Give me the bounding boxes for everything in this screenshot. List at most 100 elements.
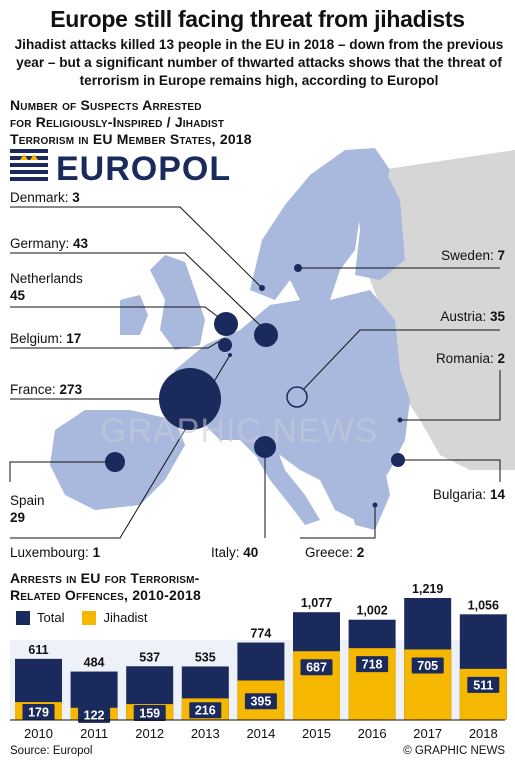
circle-sweden — [294, 264, 302, 272]
europol-logo: EUROPOL — [10, 145, 270, 190]
badge-jihadist-2010 — [22, 704, 55, 721]
label-jihadist-2012: 159 — [139, 707, 160, 721]
tick-label-2015: 2015 — [302, 726, 331, 741]
label-jihadist-2014: 395 — [250, 695, 271, 709]
source-note: Source: Europol — [10, 745, 93, 757]
leader-bulgaria — [400, 459, 501, 482]
label-total-2010: 611 — [28, 643, 48, 657]
label-jihadist-2018: 511 — [473, 678, 493, 692]
label-sweden: Sweden: 7 — [441, 248, 505, 263]
chart-title: Arrests in EU for Terrorism- Related Off… — [10, 570, 290, 604]
label-spain: Spain 29 — [10, 493, 45, 525]
leader-romania — [400, 370, 501, 421]
watermark: GRAPHIC NEWS — [100, 412, 379, 450]
label-romania: Romania: 2 — [435, 351, 505, 366]
label-total-2018: 1,056 — [468, 598, 499, 612]
europe-map — [50, 148, 515, 530]
map-title-line-1: Number of Suspects Arrested — [10, 97, 202, 113]
legend-swatch-total — [16, 610, 30, 625]
map-title-line-3: Terrorism in EU Member States, 2018 — [10, 131, 252, 147]
label-italy: Italy: 40 — [211, 545, 259, 560]
badge-jihadist-2011 — [78, 706, 111, 723]
circle-spain — [105, 452, 125, 472]
label-total-2012: 537 — [139, 650, 160, 664]
label-greece: Greece: 2 — [305, 545, 365, 560]
label-germany: Germany: 43 — [10, 236, 89, 251]
credit-note: © GRAPHIC NEWS — [403, 745, 505, 757]
label-jihadist-2015: 687 — [306, 661, 327, 675]
bar-jihadist-2018 — [459, 668, 507, 720]
circle-belgium — [218, 338, 232, 352]
label-luxembourg: Luxembourg: 1 — [10, 545, 101, 560]
tick-label-2017: 2017 — [413, 726, 442, 741]
tick-label-2014: 2014 — [246, 726, 275, 741]
circle-greece — [372, 502, 378, 508]
map-land-finland — [355, 170, 405, 280]
badge-jihadist-2012 — [133, 705, 166, 722]
label-denmark: Denmark: 3 — [10, 190, 80, 205]
label-netherlands: Netherlands 45 — [10, 271, 83, 303]
label-total-2017: 1,219 — [412, 582, 443, 596]
leader-spain — [9, 461, 115, 482]
circle-romania — [397, 417, 403, 423]
badge-jihadist-2016 — [356, 656, 389, 673]
arrests-bar-chart: 611 179 2010 484 122 2011 537 159 2012 535 216 2013… — [10, 582, 507, 741]
circle-austria — [286, 386, 308, 408]
map-land-scandinavia — [250, 148, 390, 300]
label-bulgaria: Bulgaria: 14 — [432, 487, 505, 502]
europol-logo-text: EUROPOL — [56, 150, 231, 185]
circle-italy — [254, 436, 276, 458]
leader-denmark — [10, 206, 263, 289]
circle-france — [159, 368, 221, 430]
badge-jihadist-2013 — [189, 702, 222, 719]
circle-bulgaria — [391, 453, 405, 467]
tick-label-2011: 2011 — [80, 726, 108, 741]
label-france: France: 273 — [10, 382, 83, 397]
badge-jihadist-2017 — [411, 657, 444, 674]
badge-jihadist-2014 — [244, 693, 277, 710]
label-jihadist-2016: 718 — [362, 658, 383, 672]
europol-logo-graphic: EUROPOL — [10, 149, 231, 188]
badge-jihadist-2015 — [300, 659, 333, 676]
map-title: Number of Suspects Arrested for Religiou… — [10, 97, 310, 148]
label-austria: Austria: 35 — [440, 309, 505, 324]
map-land-ireland — [120, 295, 148, 335]
page-subtitle: Jihadist attacks killed 13 people in the… — [14, 37, 504, 88]
label-total-2011: 484 — [84, 656, 105, 670]
leader-germany — [10, 252, 266, 331]
page-title: Europe still facing threat from jihadist… — [50, 6, 465, 32]
label-jihadist-2011: 122 — [84, 708, 105, 722]
map-land-greece — [350, 470, 390, 530]
label-jihadist-2013: 216 — [195, 704, 216, 718]
label-total-2013: 535 — [195, 650, 216, 664]
badge-jihadist-2018 — [467, 676, 500, 693]
map-land-italy — [255, 440, 320, 525]
map-land-uk — [150, 255, 205, 350]
label-jihadist-2017: 705 — [417, 659, 438, 673]
leader-greece — [300, 505, 376, 539]
tick-label-2016: 2016 — [358, 726, 387, 741]
tick-label-2012: 2012 — [135, 726, 164, 741]
chart-title-line-2: Related Offences, 2010-2018 — [10, 587, 201, 603]
label-jihadist-2010: 179 — [28, 706, 49, 720]
country-circles — [105, 264, 405, 508]
tick-label-2010: 2010 — [24, 726, 53, 741]
tick-label-2013: 2013 — [191, 726, 220, 741]
chart-title-line-1: Arrests in EU for Terrorism- — [10, 570, 200, 586]
legend-label-total: Total — [37, 610, 65, 625]
legend-label-jihadist: Jihadist — [103, 610, 148, 625]
label-total-2014: 774 — [250, 627, 271, 641]
label-belgium: Belgium: 17 — [10, 331, 82, 346]
legend-swatch-jihadist — [82, 610, 97, 625]
circle-denmark — [259, 285, 265, 291]
circle-netherlands — [214, 312, 238, 336]
label-total-2016: 1,002 — [356, 604, 387, 618]
leader-lines — [9, 206, 501, 539]
map-title-line-2: for Religiously-Inspired / Jihadist — [10, 114, 225, 130]
tick-label-2018: 2018 — [469, 726, 498, 741]
circle-luxembourg — [228, 353, 232, 357]
chart-legend: Total Jihadist — [16, 610, 148, 625]
circle-germany — [254, 323, 278, 347]
leader-austria — [299, 329, 500, 394]
